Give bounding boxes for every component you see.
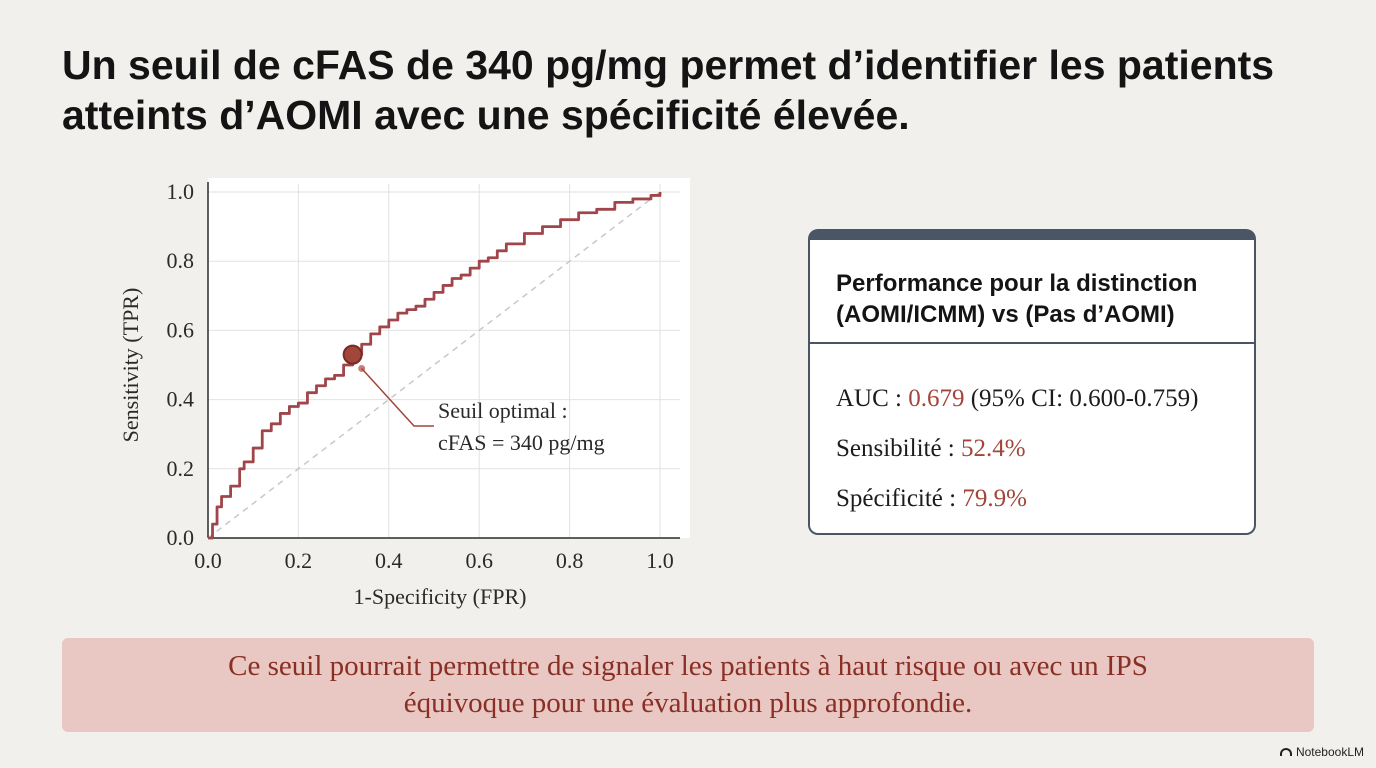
roc-chart: 0.0 0.2 0.4 0.6 0.8 1.0 0.0 0.2 0.4 0.6 0.8 1.0 1-Sp… [118, 178, 690, 609]
brand-label: NotebookLM [1295, 745, 1364, 759]
performance-card-header: Performance pour la distinction (AOMI/IC… [810, 240, 1254, 344]
x-tick-label: 0.8 [556, 548, 584, 573]
x-tick-label: 0.2 [285, 548, 313, 573]
notebooklm-logo-icon [1279, 748, 1292, 756]
annotation-leader-line [361, 367, 434, 427]
card-header-line1: Performance pour la distinction [836, 270, 1198, 297]
banner-line2: équivoque pour une évaluation plus appro… [403, 687, 973, 719]
y-axis-label: Sensitivity (TPR) [118, 288, 143, 443]
x-tick-label: 0.4 [375, 548, 403, 573]
y-tick-label: 0.6 [167, 317, 195, 342]
page-title: Un seuil de cFAS de 340 pg/mg permet d’i… [62, 40, 1342, 140]
conclusion-banner: Ce seuil pourrait permettre de signaler … [62, 638, 1314, 732]
y-tick-label: 0.4 [167, 387, 195, 412]
specificity-metric: Spécificité : 79.9% [836, 485, 1027, 513]
auc-ci: (95% CI: 0.600-0.759) [964, 385, 1199, 412]
y-tick-label: 0.2 [167, 456, 195, 481]
auc-label: AUC : [836, 385, 909, 412]
reference-diagonal [207, 191, 661, 539]
sensitivity-metric: Sensibilité : 52.4% [836, 435, 1026, 463]
specificity-label: Spécificité : [836, 485, 963, 512]
brand-watermark: NotebookLM [1279, 745, 1364, 759]
annotation-line1: Seuil optimal : [438, 398, 568, 423]
sensitivity-label: Sensibilité : [836, 435, 961, 462]
banner-line1: Ce seuil pourrait permettre de signaler … [228, 650, 1148, 682]
specificity-value: 79.9% [962, 485, 1027, 512]
x-tick-label: 0.0 [194, 548, 222, 573]
page-title-line2: atteints d’AOMI avec une spécificité éle… [62, 92, 910, 138]
x-tick-label: 0.6 [465, 548, 493, 573]
y-tick-label: 1.0 [167, 179, 195, 204]
roc-curve-series-0 [208, 192, 662, 540]
page-title-line1: Un seuil de cFAS de 340 pg/mg permet d’i… [62, 42, 1275, 88]
card-header-line2: (AOMI/ICMM) vs (Pas d’AOMI) [836, 301, 1175, 328]
x-tick-label: 1.0 [646, 548, 674, 573]
x-axis-label: 1-Specificity (FPR) [354, 584, 527, 609]
y-tick-label: 0.8 [167, 248, 195, 273]
optimal-threshold-point [342, 344, 363, 365]
y-tick-label: 0.0 [167, 525, 195, 550]
sensitivity-value: 52.4% [961, 435, 1026, 462]
plot-area [208, 178, 690, 538]
annotation-line2: cFAS = 340 pg/mg [438, 430, 605, 455]
auc-value: 0.679 [908, 385, 965, 412]
performance-card: Performance pour la distinction (AOMI/IC… [808, 229, 1256, 535]
auc-metric: AUC : 0.679 (95% CI: 0.600-0.759) [836, 385, 1198, 413]
